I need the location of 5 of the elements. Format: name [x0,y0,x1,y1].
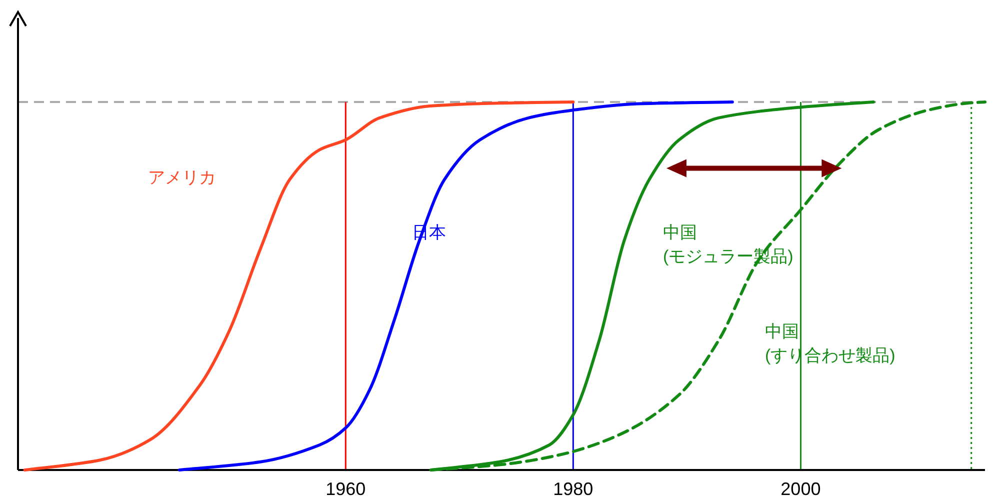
x-tick-label: 1980 [553,479,594,499]
annotation: 中国 (すり合わせ製品) [765,322,896,365]
x-tick-label: 2000 [780,479,821,499]
x-tick-label: 1960 [326,479,366,499]
annotation: アメリカ [148,168,216,187]
